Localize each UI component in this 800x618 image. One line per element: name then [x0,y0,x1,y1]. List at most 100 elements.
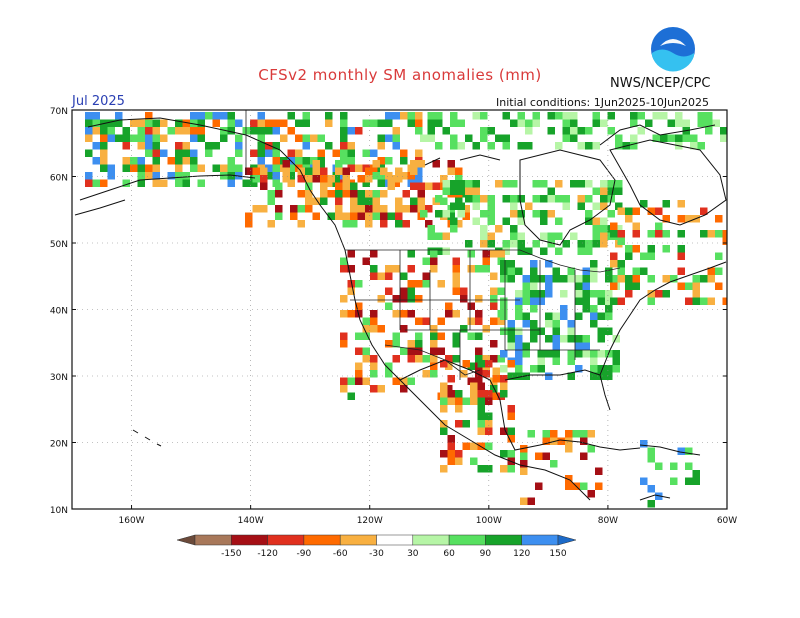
anomaly-cell [452,257,460,265]
anomaly-cell [462,397,470,405]
anomaly-cell [552,327,560,335]
anomaly-cell [385,134,393,142]
anomaly-cell [607,112,615,120]
colorbar-segment [194,534,232,546]
colorbar-label: 90 [480,549,492,559]
anomaly-cell [707,297,715,305]
anomaly-cell [477,420,485,428]
anomaly-cell [452,280,460,288]
anomaly-cell [107,164,115,172]
anomaly-cell [692,477,700,485]
anomaly-cell [190,157,198,165]
anomaly-cell [610,297,618,305]
anomaly-cell [362,149,370,157]
anomaly-cell [272,164,280,172]
anomaly-cell [455,197,463,205]
anomaly-cell [145,112,153,120]
anomaly-cell [452,265,460,273]
anomaly-cell [545,275,553,283]
anomaly-cell [415,355,423,363]
anomaly-cell [685,447,693,455]
anomaly-cell [515,297,523,305]
anomaly-cell [517,210,525,218]
anomaly-cell [500,465,508,473]
anomaly-cell [122,127,130,135]
colorbar-segment [267,534,305,546]
anomaly-cell [445,362,453,370]
anomaly-cell [427,232,435,240]
anomaly-cell [677,200,685,208]
anomaly-cell [507,435,515,443]
anomaly-cell [385,302,393,310]
anomaly-cell [610,282,618,290]
anomaly-cell [615,180,623,188]
anomaly-cell [415,280,423,288]
anomaly-cell [145,134,153,142]
anomaly-cell [530,282,538,290]
anomaly-cell [522,290,530,298]
anomaly-cell [440,382,448,390]
anomaly-cell [722,230,727,238]
anomaly-cell [107,119,115,127]
anomaly-cell [282,160,290,168]
anomaly-cell [355,164,363,172]
anomaly-cell [597,335,605,343]
anomaly-cell [590,372,598,380]
anomaly-cell [205,142,213,150]
anomaly-cell [350,190,358,198]
anomaly-cell [590,357,598,365]
anomaly-cell [85,172,93,180]
anomaly-cell [297,167,305,175]
anomaly-cell [522,350,530,358]
anomaly-cell [305,175,313,183]
anomaly-cell [542,437,550,445]
colorbar-segment [448,534,486,546]
anomaly-cell [312,212,320,220]
anomaly-cell [417,197,425,205]
anomaly-cell [560,312,568,320]
anomaly-cell [555,180,563,188]
anomaly-cell [587,445,595,453]
colorbar-label: 30 [407,549,419,559]
anomaly-cell [692,275,700,283]
anomaly-cell [610,252,618,260]
anomaly-cell [445,355,453,363]
anomaly-cell [190,127,198,135]
anomaly-cell [515,335,523,343]
anomaly-cell [655,207,663,215]
anomaly-cell [92,157,100,165]
anomaly-cell [395,175,403,183]
anomaly-cell [590,365,598,373]
anomaly-cell [545,260,553,268]
anomaly-cell [692,282,700,290]
anomaly-cell [275,182,283,190]
anomaly-cell [575,297,583,305]
anomaly-cell [400,295,408,303]
anomaly-cell [212,119,220,127]
anomaly-cell [615,202,623,210]
anomaly-cell [507,335,515,343]
anomaly-cell [380,212,388,220]
anomaly-cell [430,370,438,378]
anomaly-cell [462,420,470,428]
anomaly-cell [445,310,453,318]
anomaly-cell [537,297,545,305]
anomaly-cell [500,327,508,335]
anomaly-cell [517,240,525,248]
anomaly-cell [685,215,693,223]
anomaly-cell [472,217,480,225]
anomaly-cell [500,260,508,268]
anomaly-cell [327,190,335,198]
anomaly-cell [500,312,508,320]
anomaly-cell [555,142,563,150]
anomaly-cell [355,377,363,385]
anomaly-cell [275,212,283,220]
anomaly-cell [530,327,538,335]
anomaly-cell [547,195,555,203]
anomaly-cell [335,160,343,168]
anomaly-cell [530,275,538,283]
anomaly-cell [427,119,435,127]
anomaly-cell [295,119,303,127]
anomaly-cell [400,272,408,280]
